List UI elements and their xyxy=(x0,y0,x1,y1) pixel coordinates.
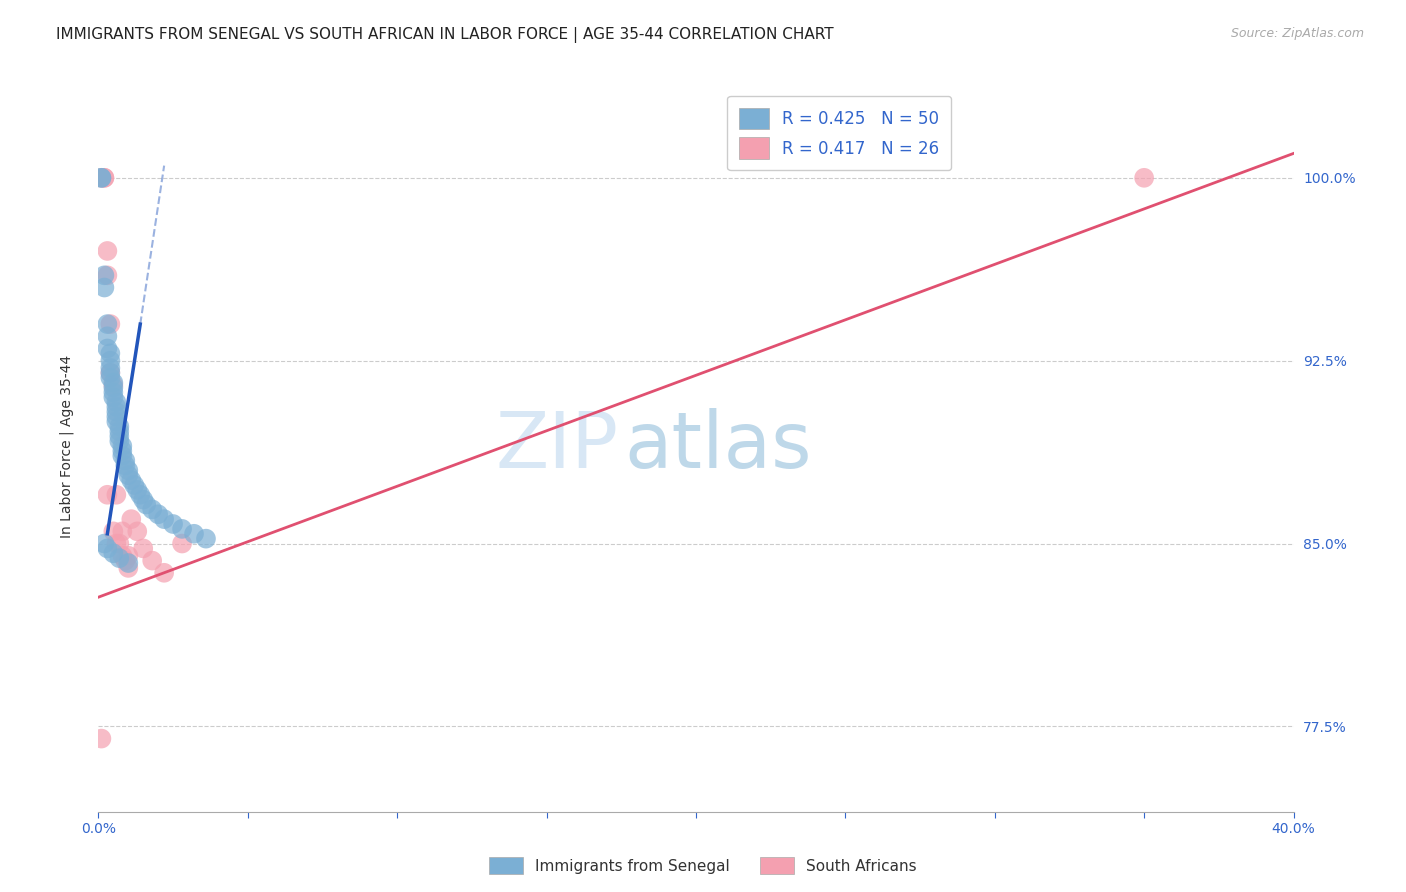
Point xyxy=(96,244,118,258)
Point xyxy=(108,551,131,566)
Point xyxy=(117,549,139,563)
Point xyxy=(93,170,115,185)
Point xyxy=(105,405,128,419)
Point xyxy=(127,524,149,539)
Point xyxy=(108,429,131,443)
Point xyxy=(103,524,125,539)
Point xyxy=(111,439,134,453)
Point xyxy=(96,317,118,331)
Point xyxy=(117,556,139,570)
Point xyxy=(98,366,122,380)
Point xyxy=(98,361,122,376)
Point xyxy=(98,366,122,380)
Point xyxy=(153,512,176,526)
Point xyxy=(172,522,194,536)
Legend: R = 0.425   N = 50, R = 0.417   N = 26: R = 0.425 N = 50, R = 0.417 N = 26 xyxy=(727,96,952,170)
Point xyxy=(96,541,118,556)
Point xyxy=(114,453,136,467)
Point xyxy=(103,390,125,404)
Point xyxy=(103,376,125,390)
Point xyxy=(111,449,134,463)
Point xyxy=(96,268,118,283)
Point xyxy=(141,502,163,516)
Point xyxy=(103,380,125,394)
Point xyxy=(117,463,139,477)
Point xyxy=(108,536,131,550)
Text: IMMIGRANTS FROM SENEGAL VS SOUTH AFRICAN IN LABOR FORCE | AGE 35-44 CORRELATION : IMMIGRANTS FROM SENEGAL VS SOUTH AFRICAN… xyxy=(56,27,834,43)
Point xyxy=(117,561,139,575)
Point xyxy=(90,170,112,185)
Point xyxy=(120,473,142,487)
Point xyxy=(96,329,118,343)
Text: ZIP: ZIP xyxy=(495,408,619,484)
Point xyxy=(162,516,184,531)
Point xyxy=(111,549,134,563)
Point xyxy=(103,378,125,392)
Point xyxy=(127,483,149,497)
Point xyxy=(103,546,125,560)
Point xyxy=(117,468,139,483)
Point xyxy=(105,395,128,409)
Point xyxy=(98,370,122,384)
Point xyxy=(172,536,194,550)
Point xyxy=(98,346,122,360)
Point xyxy=(111,443,134,458)
Point xyxy=(1133,170,1156,185)
Point xyxy=(93,268,115,283)
Point xyxy=(96,488,118,502)
Point xyxy=(111,524,134,539)
Point xyxy=(108,425,131,439)
Legend: Immigrants from Senegal, South Africans: Immigrants from Senegal, South Africans xyxy=(484,851,922,880)
Text: atlas: atlas xyxy=(624,408,811,484)
Point xyxy=(195,532,218,546)
Point xyxy=(105,415,128,429)
Point xyxy=(93,170,115,185)
Point xyxy=(114,553,136,567)
Point xyxy=(98,317,122,331)
Point xyxy=(132,541,155,556)
Y-axis label: In Labor Force | Age 35-44: In Labor Force | Age 35-44 xyxy=(59,354,75,538)
Point xyxy=(105,488,128,502)
Point xyxy=(103,385,125,400)
Point xyxy=(153,566,176,580)
Point xyxy=(141,553,163,567)
Point xyxy=(105,536,128,550)
Point xyxy=(114,458,136,473)
Point xyxy=(135,498,157,512)
Point xyxy=(93,280,115,294)
Point xyxy=(108,419,131,434)
Point xyxy=(129,488,152,502)
Point xyxy=(98,353,122,368)
Point xyxy=(90,170,112,185)
Point xyxy=(183,526,205,541)
Point xyxy=(96,342,118,356)
Point xyxy=(148,508,170,522)
Point xyxy=(90,170,112,185)
Point xyxy=(105,409,128,424)
Point xyxy=(120,512,142,526)
Point xyxy=(132,492,155,507)
Point xyxy=(90,731,112,746)
Text: Source: ZipAtlas.com: Source: ZipAtlas.com xyxy=(1230,27,1364,40)
Point xyxy=(93,536,115,550)
Point xyxy=(105,400,128,414)
Point xyxy=(108,434,131,449)
Point xyxy=(124,478,146,492)
